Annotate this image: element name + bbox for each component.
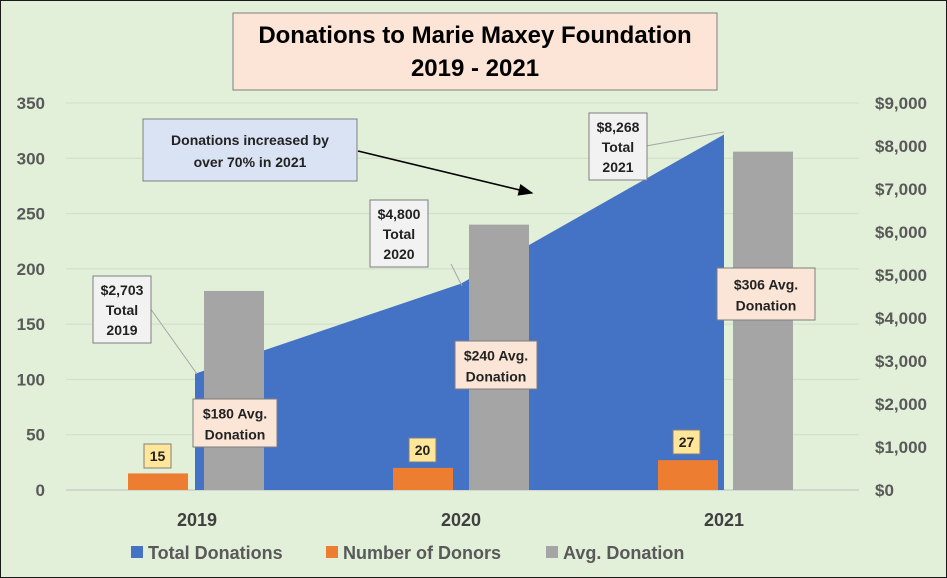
legend-swatch — [546, 546, 558, 558]
label-total-donations-text: Total — [383, 226, 415, 242]
bar-number-of-donors — [128, 473, 188, 490]
chart-title: Donations to Marie Maxey Foundation 2019 … — [232, 12, 718, 91]
label-total-donations-box — [92, 275, 152, 344]
annotation-note: Donations increased by over 70% in 2021 — [142, 118, 358, 182]
label-avg-donation-box — [454, 340, 538, 390]
label-total-donations-text: 2019 — [106, 322, 137, 338]
leader-line — [450, 263, 463, 287]
y-axis-left: 0 50 100 150 200 250 300 350 — [17, 94, 45, 500]
label-total-donations-box — [369, 199, 429, 268]
y-right-tick-label: $2,000 — [875, 395, 927, 414]
label-avg-donation: $180 Avg. Donation — [192, 398, 278, 448]
label-avg-donation-text: $240 Avg. — [464, 347, 528, 363]
category-label: 2020 — [441, 510, 481, 530]
y-right-tick-label: $4,000 — [875, 309, 927, 328]
label-total-donations-text: $4,800 — [378, 206, 421, 222]
y-right-tick-label: $5,000 — [875, 266, 927, 285]
label-avg-donation-text: Donation — [205, 426, 266, 442]
label-total-donations-text: 2020 — [383, 246, 414, 262]
label-donors-text: 20 — [415, 442, 431, 458]
leader-line — [645, 131, 725, 147]
label-avg-donation-box — [716, 267, 816, 321]
y-left-tick-label: 350 — [17, 94, 45, 113]
bar-avg-donation — [733, 151, 793, 490]
y-left-tick-label: 100 — [17, 370, 45, 389]
annotation-note-text: Donations increased by — [171, 132, 329, 148]
y-right-tick-label: $1,000 — [875, 438, 927, 457]
label-avg-donation-text: Donation — [736, 297, 797, 313]
label-total-donations-box — [588, 112, 648, 181]
y-axis-right: $0 $1,000 $2,000 $3,000 $4,000 $5,000 $6,000 $7… — [875, 94, 927, 500]
title-box — [232, 12, 718, 91]
label-donors-box — [143, 443, 172, 469]
label-donors-box — [408, 437, 437, 463]
label-total-donations-text: 2021 — [602, 159, 633, 175]
label-total-donations: $2,703 Total 2019 — [92, 275, 152, 344]
label-avg-donation-text: $306 Avg. — [734, 276, 798, 292]
category-label: 2019 — [177, 510, 217, 530]
label-total-donations-text: $2,703 — [101, 282, 144, 298]
bar-number-of-donors — [393, 467, 453, 490]
label-donors-text: 15 — [150, 448, 166, 464]
y-left-tick-label: 50 — [26, 426, 45, 445]
legend-label: Avg. Donation — [563, 543, 684, 563]
y-right-tick-label: $8,000 — [875, 137, 927, 156]
label-total-donations-text: Total — [602, 139, 634, 155]
label-donors: 15 — [143, 443, 172, 469]
label-donors-box — [672, 429, 701, 455]
leader-line — [149, 307, 198, 375]
legend-label: Total Donations — [148, 543, 283, 563]
y-right-tick-label: $9,000 — [875, 94, 927, 113]
y-left-tick-label: 200 — [17, 260, 45, 279]
title-text: Donations to Marie Maxey Foundation — [258, 22, 691, 49]
y-left-tick-label: 0 — [36, 481, 45, 500]
legend-swatch — [131, 546, 143, 558]
title-text: 2019 - 2021 — [411, 55, 539, 82]
y-right-tick-label: $3,000 — [875, 352, 927, 371]
label-avg-donation: $306 Avg. Donation — [716, 267, 816, 321]
y-right-tick-label: $6,000 — [875, 223, 927, 242]
y-right-tick-label: $0 — [875, 481, 894, 500]
label-donors: 27 — [672, 429, 701, 455]
label-avg-donation-box — [192, 398, 278, 448]
annotation-note-text: over 70% in 2021 — [194, 154, 307, 170]
label-total-donations: $8,268 Total 2021 — [588, 112, 648, 181]
label-avg-donation-text: $180 Avg. — [203, 405, 267, 421]
area-total-donations — [195, 134, 724, 490]
legend-label: Number of Donors — [343, 543, 501, 563]
label-avg-donation-text: Donation — [466, 368, 527, 384]
y-left-tick-label: 300 — [17, 149, 45, 168]
annotation-note-box — [142, 118, 358, 182]
y-right-tick-label: $7,000 — [875, 180, 927, 199]
y-left-tick-label: 250 — [17, 205, 45, 224]
legend-swatch — [326, 546, 338, 558]
label-total-donations-text: $8,268 — [597, 119, 640, 135]
category-label: 2021 — [704, 510, 744, 530]
legend: Total Donations Number of Donors Avg. Dona… — [131, 543, 684, 563]
annotation-arrow — [357, 150, 534, 196]
bar-number-of-donors — [658, 460, 718, 490]
label-donors: 20 — [408, 437, 437, 463]
y-left-tick-label: 150 — [17, 315, 45, 334]
label-total-donations: $4,800 Total 2020 — [369, 199, 429, 268]
bar-avg-donation — [204, 290, 264, 490]
label-avg-donation: $240 Avg. Donation — [454, 340, 538, 390]
label-donors-text: 27 — [679, 434, 695, 450]
label-total-donations-text: Total — [106, 302, 138, 318]
